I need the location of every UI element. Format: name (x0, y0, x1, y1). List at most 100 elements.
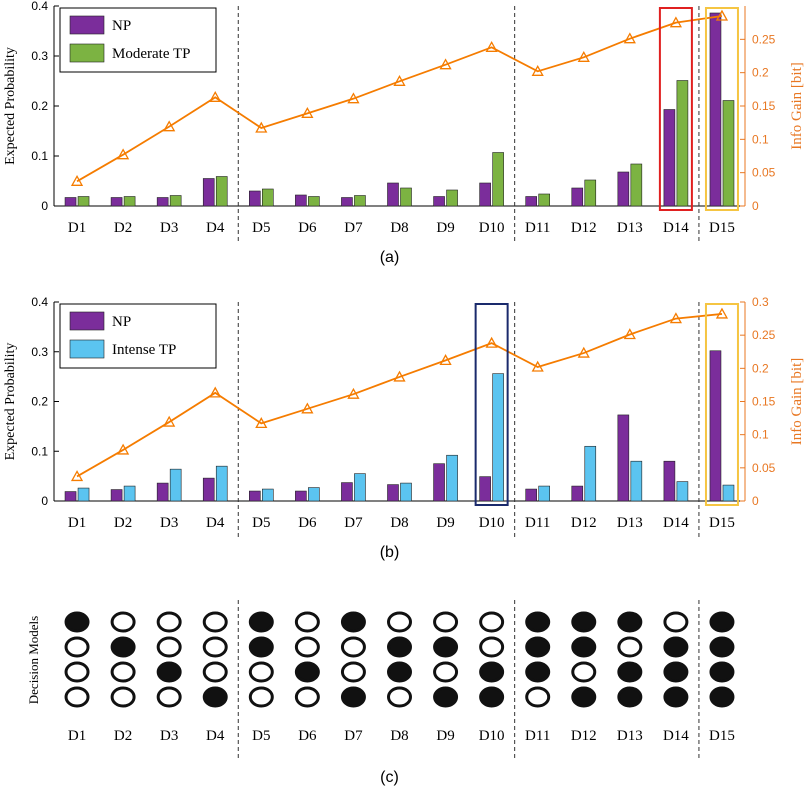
bar-np (249, 190, 261, 207)
bar-np (202, 178, 215, 207)
bar-intense-tp (538, 485, 551, 502)
legend-label: NP (112, 18, 131, 34)
info-gain-marker (577, 346, 590, 358)
model-dot-empty (479, 611, 505, 633)
info-gain-marker (623, 32, 636, 44)
info-gain-marker (623, 328, 636, 340)
bar-np (617, 171, 630, 207)
model-dot-filled (64, 611, 90, 633)
model-dot-filled (248, 611, 274, 633)
bar-moderate-tp (261, 188, 274, 207)
x-tick-label: D9 (436, 515, 454, 531)
legend-swatch (69, 311, 105, 331)
y2-tick-label: 0.15 (752, 395, 776, 409)
bar-np (571, 485, 584, 502)
y-tick-label: 0 (41, 494, 48, 508)
model-dot-empty (294, 686, 320, 708)
y2-axis-label: Info Gain [bit] (789, 358, 805, 445)
bar-np (571, 187, 584, 207)
x-tick-label: D12 (571, 728, 597, 744)
model-dot-filled (709, 636, 735, 658)
y-tick-label: 0 (41, 199, 48, 213)
bar-np (341, 482, 353, 502)
bar-np (525, 488, 538, 502)
bar-np (617, 414, 630, 502)
model-dot-filled (202, 686, 228, 708)
bar-moderate-tp (630, 163, 643, 207)
info-gain-marker (255, 121, 268, 133)
info-gain-marker (116, 148, 130, 160)
model-dot-empty (248, 686, 274, 708)
bar-intense-tp (169, 468, 182, 502)
bar-moderate-tp (584, 179, 597, 207)
model-dot-empty (340, 661, 366, 683)
bar-np (709, 12, 722, 207)
info-gain-marker (531, 64, 544, 76)
model-dot-filled (525, 636, 551, 658)
bar-moderate-tp (77, 196, 90, 207)
highlight-box-d15 (704, 303, 739, 506)
x-tick-label: D11 (525, 220, 550, 236)
model-dot-filled (663, 686, 689, 708)
model-dot-filled (525, 661, 551, 683)
model-dot-empty (433, 611, 459, 633)
bar-np (295, 490, 307, 502)
bar-moderate-tp (169, 195, 182, 207)
x-tick-label: D5 (252, 728, 270, 744)
bar-np (341, 197, 353, 207)
x-tick-label: D2 (114, 728, 132, 744)
panel-a-chart: 0 0.1 0.2 0.3 0.4 0 0.05 0.1 0.15 0.2 0.25 Expected… (3, 0, 805, 266)
x-tick-label: D10 (479, 515, 505, 531)
model-dot-filled (110, 636, 136, 658)
model-dot-filled (340, 611, 366, 633)
y2-tick-label: 0 (752, 199, 759, 213)
x-tick-label: D8 (390, 515, 408, 531)
model-dot-filled (571, 636, 597, 658)
model-dot-empty (571, 661, 597, 683)
bar-intense-tp (215, 465, 228, 502)
bar-intense-tp (123, 485, 136, 502)
x-tick-label: D6 (298, 515, 317, 531)
info-gain-line (76, 313, 723, 478)
legend-swatch (69, 15, 105, 35)
bar-intense-tp (77, 487, 90, 502)
highlight-box-d15 (704, 7, 739, 211)
x-tick-label: D7 (344, 728, 363, 744)
x-tick-label: D4 (206, 515, 225, 531)
info-gain-marker (163, 120, 176, 132)
x-tick-label: D11 (525, 515, 550, 531)
legend-label: Intense TP (112, 342, 176, 358)
y-tick-label: 0.1 (31, 444, 48, 458)
model-dot-filled (479, 661, 505, 683)
info-gain-marker (669, 312, 683, 324)
legend-label: NP (112, 314, 131, 330)
bar-np (110, 489, 123, 502)
x-tick-label: D12 (571, 220, 597, 236)
y-tick-label: 0.4 (31, 295, 48, 309)
x-tick-label: D15 (709, 728, 735, 744)
bar-moderate-tp (400, 187, 412, 207)
legend-swatch (69, 43, 105, 63)
y-tick-label: 0.1 (31, 149, 48, 163)
x-tick-label: D6 (298, 220, 317, 236)
model-dot-filled (571, 611, 597, 633)
bar-intense-tp (722, 484, 735, 502)
model-dot-filled (479, 686, 505, 708)
bar-np (433, 196, 445, 207)
y2-tick-label: 0.25 (752, 328, 776, 342)
panel-label: (b) (380, 544, 400, 561)
model-dot-empty (479, 636, 505, 658)
y-axis-label: Decision Models (26, 616, 41, 704)
x-tick-label: D12 (571, 515, 597, 531)
model-dot-empty (156, 686, 182, 708)
bar-moderate-tp (354, 195, 366, 207)
bar-np (202, 477, 215, 502)
bar-intense-tp (584, 445, 597, 502)
bar-moderate-tp (676, 80, 689, 207)
panel-label: (c) (380, 769, 399, 786)
x-tick-label: D8 (390, 728, 408, 744)
x-tick-label: D13 (617, 728, 643, 744)
y2-tick-label: 0 (752, 494, 759, 508)
y-tick-label: 0.3 (31, 49, 48, 63)
